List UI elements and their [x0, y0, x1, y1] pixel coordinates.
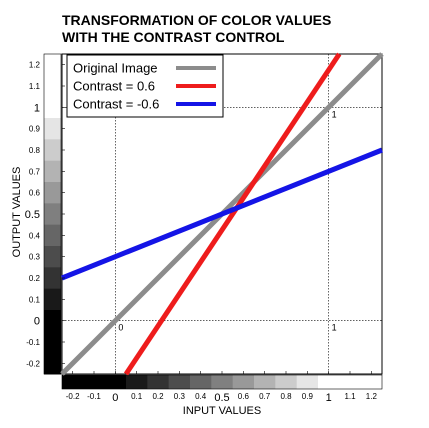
x-tick-label: 0.7 — [259, 392, 271, 401]
y-tick-label: 1 — [34, 102, 40, 114]
gray-swatch-y — [44, 160, 61, 183]
grayscale-strip-horizontal — [61, 374, 383, 390]
gray-swatch-x — [360, 375, 383, 389]
y-tick-label: 0.3 — [29, 253, 41, 262]
gray-swatch-x — [254, 375, 276, 389]
point-annotation: 1 — [332, 323, 337, 333]
series-line-1 — [123, 52, 342, 376]
legend-label: Contrast = -0.6 — [73, 97, 159, 112]
y-tick-label: 0 — [34, 316, 40, 328]
gray-swatch-x — [62, 375, 84, 389]
gray-swatch-y — [44, 182, 61, 204]
gray-swatch-x — [232, 375, 255, 389]
y-axis-label: OUTPUT VALUES — [11, 167, 23, 258]
chart-title-line-2: WITH THE CONTRAST CONTROL — [62, 29, 285, 45]
y-tick-label: 0.9 — [29, 125, 41, 134]
y-tick-label: -0.2 — [26, 359, 40, 368]
gray-swatch-x — [296, 375, 319, 389]
point-annotations: 0 1 1 — [118, 109, 336, 332]
y-tick-label: 1.1 — [29, 82, 41, 91]
x-tick-label: -0.2 — [66, 392, 80, 401]
series-line-2 — [61, 147, 383, 281]
gray-swatch-x — [126, 375, 148, 389]
y-tick-label: 0.6 — [29, 189, 41, 198]
x-tick-label: 1 — [326, 392, 332, 404]
x-tick-label: 0.5 — [214, 392, 229, 404]
gray-swatch-x — [275, 375, 298, 389]
x-axis-ticks: -0.2 -0.1 0 0.1 0.2 0.3 0.4 0.5 0.6 0.7 0.8 0.9 1 1.1… — [66, 371, 378, 404]
gray-swatch-y — [44, 118, 61, 140]
gray-swatch-x — [190, 375, 212, 389]
gray-swatch-x — [147, 375, 170, 389]
grayscale-strip-vertical — [43, 53, 62, 375]
gray-swatch-y — [44, 267, 61, 290]
x-tick-label: -0.1 — [87, 392, 101, 401]
y-tick-label: 0.1 — [29, 295, 41, 304]
gray-swatch-y — [44, 75, 61, 98]
gray-swatch-y — [44, 203, 61, 226]
gray-swatch-x — [104, 375, 127, 389]
x-tick-label: 0.8 — [280, 392, 292, 401]
y-axis-ticks: -0.2 -0.1 0 0.1 0.2 0.3 0.4 0.5 0.6 0.7 0.8 0.9 1 1.1… — [25, 61, 65, 368]
x-tick-label: 0.3 — [174, 392, 186, 401]
chart-title-line-1: TRANSFORMATION OF COLOR VALUES — [62, 12, 331, 28]
y-tick-label: 0.5 — [25, 209, 40, 221]
x-tick-label: 1.2 — [366, 392, 378, 401]
gray-swatch-x — [318, 375, 340, 389]
y-tick-label: -0.1 — [26, 338, 40, 347]
gray-swatch-y — [44, 288, 61, 311]
y-tick-label: 1.2 — [29, 61, 41, 70]
legend-label: Contrast = 0.6 — [73, 79, 155, 94]
gray-swatch-y — [44, 224, 61, 247]
gray-swatch-y — [44, 331, 61, 354]
point-annotation: 0 — [118, 323, 123, 333]
gray-swatch-x — [83, 375, 106, 389]
gray-swatch-y — [44, 352, 61, 375]
gray-swatch-x — [211, 375, 234, 389]
gray-swatch-y — [44, 96, 61, 119]
point-annotation: 1 — [332, 109, 337, 119]
y-tick-label: 0.2 — [29, 274, 41, 283]
x-tick-label: 0 — [112, 392, 118, 404]
gray-swatch-y — [44, 139, 61, 162]
gray-strip-x-border — [61, 374, 383, 390]
x-tick-label: 1.1 — [344, 392, 356, 401]
y-tick-label: 0.7 — [29, 167, 41, 176]
x-tick-label: 0.9 — [302, 392, 314, 401]
gray-swatch-y — [44, 310, 61, 332]
gray-swatch-x — [168, 375, 191, 389]
x-tick-label: 0.4 — [195, 392, 207, 401]
gray-swatch-x — [339, 375, 362, 389]
x-tick-label: 0.2 — [152, 392, 164, 401]
gray-swatch-y — [44, 246, 61, 268]
y-tick-label: 0.4 — [29, 231, 41, 240]
x-axis-label: INPUT VALUES — [183, 405, 261, 417]
legend-label: Original Image — [73, 61, 158, 76]
x-tick-label: 0.1 — [131, 392, 143, 401]
y-tick-label: 0.8 — [29, 146, 41, 155]
x-tick-label: 0.6 — [238, 392, 250, 401]
legend: Original Image Contrast = 0.6 Contrast = -… — [66, 54, 224, 118]
series-lines — [60, 52, 384, 376]
gray-swatch-y — [44, 54, 61, 76]
gray-strip-y-border — [43, 53, 62, 375]
